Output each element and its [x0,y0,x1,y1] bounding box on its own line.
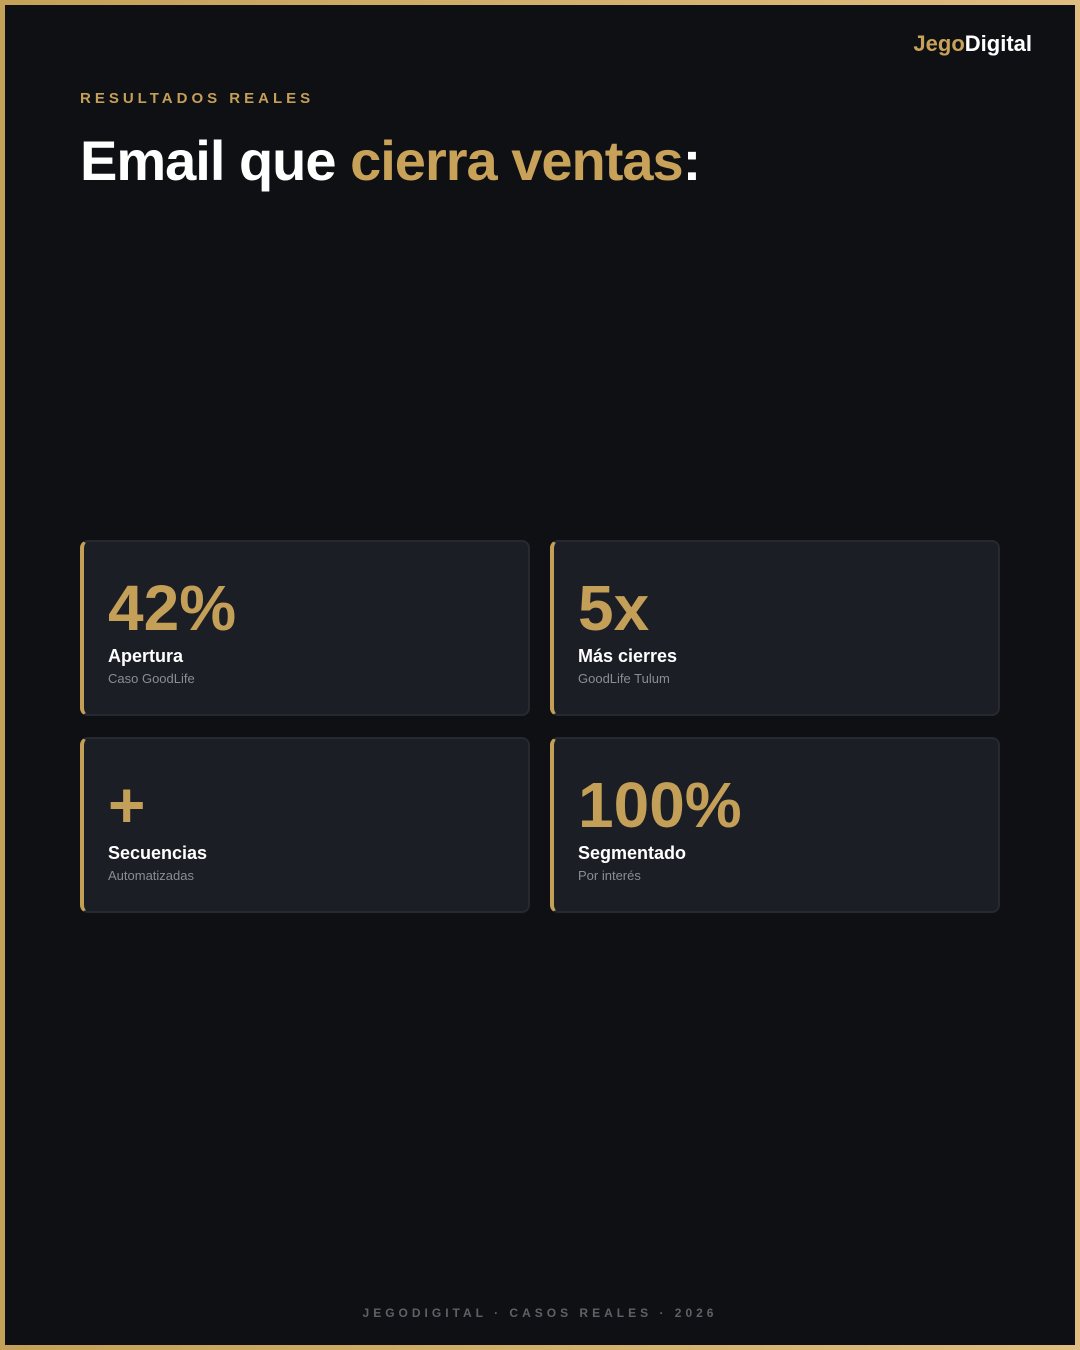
stat-value: 5x [578,572,650,644]
stats-grid: 42% Apertura Caso GoodLife 5x Más cierres Go… [80,540,1000,913]
stat-value: 100% [578,769,742,841]
stat-label: Apertura [108,646,184,666]
stat-label: Segmentado [578,843,687,863]
stat-card: + Secuencias Automatizadas [80,737,530,913]
stat-label: Secuencias [108,843,208,863]
eyebrow: RESULTADOS REALES [80,90,315,107]
stat-card: 5x Más cierres GoodLife Tulum [550,540,1000,716]
stat-label: Más cierres [578,646,678,666]
page-title: Email que cierra ventas: [80,129,701,192]
stat-value: 42% [108,572,237,644]
brand-logo: JegoDigital [913,31,1032,56]
stat-card: 42% Apertura Caso GoodLife [80,540,530,716]
stat-card: 100% Segmentado Por interés [550,737,1000,913]
stat-sub: Caso GoodLife [108,671,195,686]
stat-sub: GoodLife Tulum [578,671,670,686]
stat-sub: Automatizadas [108,868,194,883]
footer: JEGODIGITAL · CASOS REALES · 2026 [362,1306,718,1320]
stat-sub: Por interés [578,868,641,883]
stat-value: + [108,769,146,841]
